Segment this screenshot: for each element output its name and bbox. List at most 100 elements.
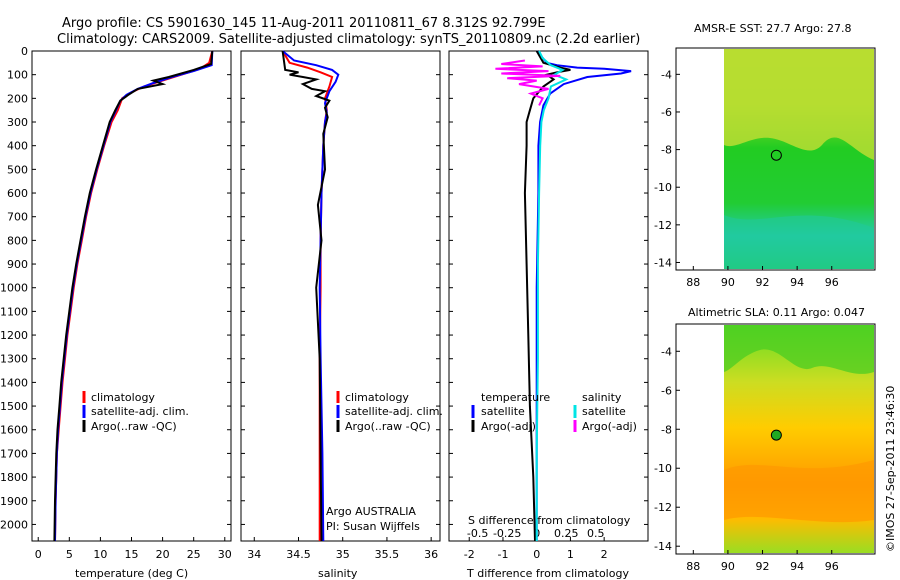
x-tick-label: 35: [336, 548, 350, 561]
sst-map-cool-patch: [724, 215, 874, 269]
map-x-tick-label: 94: [790, 276, 804, 289]
y-tick-label: 1700: [0, 447, 28, 460]
x-tick-label: 1: [567, 548, 574, 561]
x-tick-label: 0: [35, 548, 42, 561]
sla-map-orange-patch: [724, 460, 874, 523]
y-tick-label: 300: [7, 116, 28, 129]
difference-top-axis-label: S difference from climatology: [468, 514, 631, 527]
temperature-series: [53, 50, 214, 542]
map-y-tick-label: -14: [654, 540, 672, 553]
y-tick-label: 1300: [0, 353, 28, 366]
map-y-tick-label: -6: [661, 106, 672, 119]
y-tick-label: 2000: [0, 518, 28, 531]
x-tick-label: 0: [533, 548, 540, 561]
map-y-tick-label: -14: [654, 256, 672, 269]
map-y-tick-label: -8: [661, 144, 672, 157]
salinity-annotation-1: Argo AUSTRALIA: [326, 505, 416, 518]
legend-argo-label: Argo(..raw -QC): [345, 420, 431, 433]
map-x-tick-label: 88: [686, 560, 700, 573]
x-tick-label: 35.5: [375, 548, 400, 561]
x-tick-label: 2: [601, 548, 608, 561]
x-tick-label: 10: [93, 548, 107, 561]
map-y-tick-label: -12: [654, 501, 672, 514]
difference-x-label: T difference from climatology: [466, 567, 629, 580]
y-tick-label: 600: [7, 187, 28, 200]
y-tick-label: 700: [7, 211, 28, 224]
salinity-annotation-2: PI: Susan Wijffels: [326, 520, 420, 533]
y-tick-label: 1200: [0, 329, 28, 342]
sst-argo-marker: [770, 149, 782, 161]
header-line-1: Argo profile: CS 5901630_145 11-Aug-2011…: [62, 16, 546, 31]
y-tick-label: 400: [7, 140, 28, 153]
legend-s-argo-label: Argo(-adj): [582, 420, 637, 433]
salinity-axes: 34 34.5 35 35.5 36: [241, 50, 440, 561]
y-tick-label: 100: [7, 69, 28, 82]
x-tick-label: 20: [156, 548, 170, 561]
map-x-tick-label: 96: [825, 560, 839, 573]
sst-map-title: AMSR-E SST: 27.7 Argo: 27.8: [694, 22, 852, 35]
y-tick-label: 500: [7, 163, 28, 176]
x-tick-label: 36: [424, 548, 438, 561]
map-y-tick-label: -10: [654, 181, 672, 194]
map-x-tick-label: 90: [721, 560, 735, 573]
y-tick-label: 200: [7, 92, 28, 105]
series-line-salinity-satellite: [535, 50, 569, 541]
salinity-series: [281, 50, 340, 542]
map-y-tick-label: -8: [661, 423, 672, 436]
sla-map-title: Altimetric SLA: 0.11 Argo: 0.047: [688, 306, 865, 319]
x-tick-label: 15: [125, 548, 139, 561]
x-tick-label: 5: [66, 548, 73, 561]
x-tick-label: 34.5: [286, 548, 311, 561]
temperature-legend: climatology satellite-adj. clim. Argo(..…: [82, 391, 189, 433]
top-tick-label: 0.25: [554, 527, 579, 540]
temperature-plot-frame: [31, 50, 232, 542]
y-tick-label: 900: [7, 258, 28, 271]
legend-satellite-label: satellite-adj. clim.: [91, 405, 189, 418]
sla-map-axes: -4 -6 -8 -10 -12 -14 88 90 92 94 96: [654, 345, 839, 573]
top-tick-label: -0.25: [493, 527, 521, 540]
sst-map-axes: -4 -6 -8 -10 -12 -14 88 90 92 94 96: [654, 68, 839, 289]
salinity-plot-frame: [240, 50, 441, 542]
legend-climatology-label: climatology: [345, 391, 409, 404]
series-line-argo-raw-qc-: [281, 50, 331, 542]
salinity-legend: climatology satellite-adj. clim. Argo(..…: [336, 391, 443, 433]
legend-s-satellite-label: satellite: [582, 405, 626, 418]
y-tick-label: 1900: [0, 495, 28, 508]
map-x-tick-label: 92: [756, 276, 770, 289]
difference-panel: -2 -1 0 1 2-0.5 -0.25 0 0.25 0.5 temperature sat…: [448, 50, 649, 580]
sst-map-panel: AMSR-E SST: 27.7 Argo: 27.8 -4 -6 -8 -10 -12…: [654, 22, 876, 289]
x-tick-label: -2: [464, 548, 475, 561]
legend-temperature-title: temperature: [481, 391, 550, 404]
sla-map-panel: Altimetric SLA: 0.11 Argo: 0.047 -4 -6 -8 -…: [654, 306, 876, 573]
header-line-2: Climatology: CARS2009. Satellite-adjuste…: [57, 32, 640, 47]
legend-salinity-title: salinity: [582, 391, 622, 404]
map-y-tick-label: -10: [654, 462, 672, 475]
legend-t-satellite-label: satellite: [481, 405, 525, 418]
difference-plot-frame: [448, 50, 649, 542]
sla-argo-marker: [770, 429, 782, 441]
top-tick-label: 0.5: [587, 527, 605, 540]
map-y-tick-label: -6: [661, 384, 672, 397]
salinity-x-label: salinity: [318, 567, 358, 580]
map-x-tick-label: 88: [686, 276, 700, 289]
temperature-panel: 0100200300400500600700800900100011001200…: [0, 45, 232, 580]
series-line-argo-raw-qc-: [53, 50, 214, 542]
map-y-tick-label: -4: [661, 345, 672, 358]
legend-t-argo-label: Argo(-adj): [481, 420, 536, 433]
temperature-x-label: temperature (deg C): [75, 567, 188, 580]
y-tick-label: 1600: [0, 424, 28, 437]
sst-map-warm-patch: [724, 49, 874, 160]
difference-axes: -2 -1 0 1 2-0.5 -0.25 0 0.25 0.5: [449, 50, 648, 561]
map-x-tick-label: 96: [825, 276, 839, 289]
difference-legend: temperature satellite Argo(-adj) salinit…: [471, 391, 637, 433]
x-tick-label: -1: [497, 548, 508, 561]
y-tick-label: 0: [21, 45, 28, 58]
map-y-tick-label: -4: [661, 68, 672, 81]
top-tick-label: -0.5: [467, 527, 488, 540]
map-x-tick-label: 90: [721, 276, 735, 289]
legend-argo-label: Argo(..raw -QC): [91, 420, 177, 433]
legend-climatology-label: climatology: [91, 391, 155, 404]
series-line-temperature-argo-adj-: [523, 50, 571, 542]
x-tick-label: 30: [218, 548, 232, 561]
